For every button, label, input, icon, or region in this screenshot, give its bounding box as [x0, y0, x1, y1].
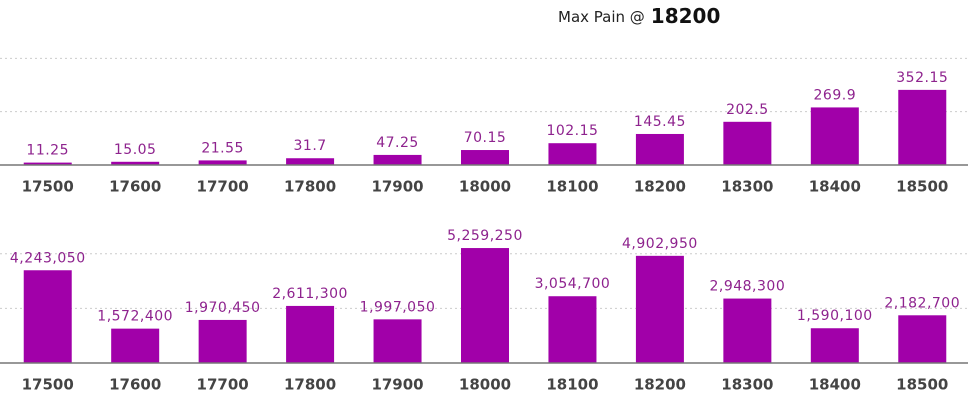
x-tick-label: 17500: [22, 178, 74, 196]
bar: [286, 305, 335, 363]
bar: [198, 160, 247, 165]
x-tick-label: 17900: [371, 376, 423, 394]
bar: [723, 298, 772, 363]
bar: [461, 150, 509, 165]
x-tick-label: 17600: [109, 178, 161, 196]
x-tick-label: 18400: [809, 376, 861, 394]
bar: [111, 161, 160, 165]
value-label: 1,572,400: [97, 309, 173, 325]
bar: [373, 154, 422, 165]
value-label: 102.15: [546, 123, 598, 139]
x-tick-label: 18200: [634, 178, 686, 196]
x-tick-label: 17900: [371, 178, 423, 196]
bar: [23, 270, 72, 363]
x-tick-label: 18300: [721, 376, 773, 394]
bar: [373, 319, 422, 363]
bar: [810, 107, 859, 165]
title-strike: 18200: [651, 4, 721, 28]
x-tick-label: 17500: [22, 376, 74, 394]
value-label: 4,243,050: [10, 250, 86, 266]
bar: [898, 89, 947, 165]
x-tick-label: 18000: [459, 178, 511, 196]
bar: [898, 315, 947, 363]
value-label: 2,611,300: [272, 286, 348, 302]
value-label: 269.9: [814, 87, 857, 103]
x-tick-label: 18400: [809, 178, 861, 196]
value-label: 70.15: [464, 130, 507, 146]
bar: [23, 162, 72, 165]
bar: [810, 328, 859, 363]
bar: [723, 121, 772, 165]
x-tick-label: 18100: [546, 178, 598, 196]
bar: [461, 248, 509, 363]
bar: [635, 255, 684, 363]
value-label: 47.25: [376, 135, 419, 151]
x-tick-label: 17700: [197, 178, 249, 196]
bar: [111, 328, 160, 363]
title-prefix: Max Pain @: [558, 8, 645, 26]
bar: [635, 133, 684, 165]
value-label: 352.15: [896, 70, 948, 86]
value-label: 2,948,300: [709, 279, 785, 295]
value-label: 1,590,100: [797, 308, 873, 324]
value-label: 4,902,950: [622, 236, 698, 252]
value-label: 31.7: [294, 138, 327, 154]
x-tick-label: 18500: [896, 178, 948, 196]
value-label: 15.05: [114, 142, 157, 158]
x-tick-label: 17800: [284, 376, 336, 394]
value-label: 21.55: [201, 140, 244, 156]
value-label: 202.5: [726, 102, 769, 118]
value-label: 1,970,450: [185, 300, 261, 316]
bar: [548, 143, 597, 165]
x-tick-label: 18500: [896, 376, 948, 394]
value-label: 11.25: [26, 143, 69, 159]
value-label: 145.45: [634, 114, 686, 130]
x-tick-label: 17800: [284, 178, 336, 196]
value-label: 5,259,250: [447, 228, 523, 244]
chart-title: Max Pain @ 18200: [558, 4, 720, 28]
x-tick-label: 18300: [721, 178, 773, 196]
x-tick-label: 18200: [634, 376, 686, 394]
x-tick-label: 17600: [109, 376, 161, 394]
bar: [286, 158, 335, 165]
value-label: 3,054,700: [535, 276, 611, 292]
bar: [548, 296, 597, 363]
x-tick-label: 17700: [197, 376, 249, 394]
x-tick-label: 18000: [459, 376, 511, 394]
bar: [198, 319, 247, 363]
value-label: 2,182,700: [884, 295, 960, 311]
x-tick-label: 18100: [546, 376, 598, 394]
value-label: 1,997,050: [360, 299, 436, 315]
